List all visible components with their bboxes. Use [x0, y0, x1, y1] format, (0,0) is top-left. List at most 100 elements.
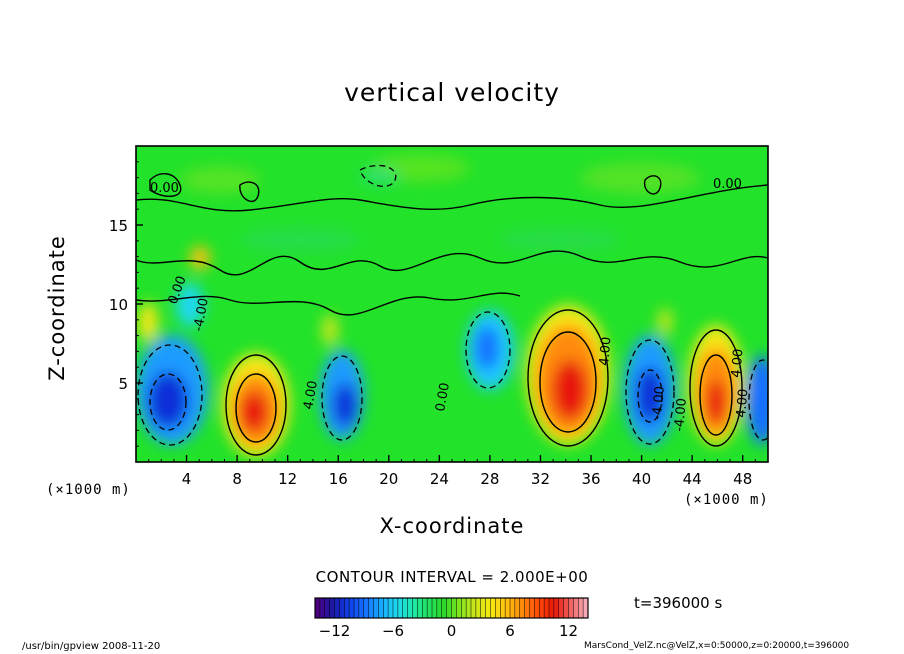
- colorbar-tick-label: −6: [382, 622, 404, 640]
- colorbar-swatch: [324, 598, 330, 618]
- colorbar-tick-label: −12: [319, 622, 351, 640]
- colorbar-swatch: [500, 598, 506, 618]
- x-tick-label: 44: [683, 470, 702, 488]
- colorbar-swatch: [505, 598, 511, 618]
- contour-label: 0.00: [433, 382, 453, 413]
- colorbar-swatch: [441, 598, 447, 618]
- colorbar-swatch: [471, 598, 477, 618]
- contour-label: -4.00: [672, 398, 690, 433]
- colorbar-swatch: [402, 598, 408, 618]
- x-unit-label-left: (×1000 m): [46, 482, 131, 498]
- colorbar-swatch: [524, 598, 530, 618]
- colorbar-swatch: [466, 598, 472, 618]
- y-tick-label: 5: [118, 375, 128, 393]
- time-label: t=396000 s: [634, 594, 723, 612]
- colorbar-swatch: [363, 598, 369, 618]
- x-tick-label: 4: [182, 470, 192, 488]
- colorbar-swatch: [422, 598, 428, 618]
- x-tick-label: 40: [632, 470, 651, 488]
- contour-label: -4.00: [191, 297, 212, 333]
- x-tick-label: 16: [329, 470, 348, 488]
- x-axis-label: X-coordinate: [379, 514, 525, 538]
- chart-title: vertical velocity: [344, 78, 560, 107]
- colorbar-swatch: [334, 598, 340, 618]
- contour-label: 0.00: [150, 181, 179, 196]
- colorbar-swatch: [475, 598, 482, 618]
- colorbar-ticks: −12 −6 0 6 12: [319, 622, 578, 640]
- colorbar-swatch: [563, 598, 569, 618]
- contour-interval: CONTOUR INTERVAL = 2.000E+00: [315, 568, 589, 586]
- colorbar-swatch: [490, 598, 496, 618]
- x-tick-label: 48: [733, 470, 752, 488]
- colorbar-swatch: [510, 598, 516, 618]
- y-tick-label: 10: [109, 296, 128, 314]
- x-tick-label: 12: [278, 470, 297, 488]
- contour-label: 0.00: [713, 177, 742, 192]
- colorbar-frame: [314, 597, 589, 619]
- colorbar-swatch: [373, 598, 379, 618]
- colorbar-swatch: [427, 598, 433, 618]
- colorbar-swatch: [383, 598, 389, 618]
- colorbar-swatch: [578, 598, 584, 618]
- contour-label: -4.00: [650, 386, 668, 421]
- colorbar-swatch: [534, 598, 540, 618]
- colorbar-swatch: [544, 598, 550, 618]
- colorbar-tick-label: 6: [505, 622, 515, 640]
- colorbar-swatch: [339, 598, 345, 618]
- colorbar-swatch: [319, 598, 326, 618]
- y-tick-label: 15: [109, 217, 128, 235]
- contour-labels: 0.00 0.00 0.00 -4.00 4.00 4.00 4.00 0.00…: [150, 177, 752, 432]
- x-tick-label: 8: [232, 470, 242, 488]
- colorbar-swatch: [412, 598, 418, 618]
- colorbar-swatch: [514, 598, 521, 618]
- colorbar-swatch: [378, 598, 384, 618]
- colorbar-swatch: [417, 598, 423, 618]
- colorbar-swatch: [432, 598, 438, 618]
- colorbar-swatch: [368, 598, 374, 618]
- colorbar-swatch: [436, 598, 443, 618]
- colorbar-swatch: [495, 598, 501, 618]
- colorbar-swatch: [451, 598, 457, 618]
- colorbar-swatch: [480, 598, 486, 618]
- contour-label: 4.00: [729, 348, 746, 378]
- colorbar-swatch: [388, 598, 394, 618]
- colorbar-swatch: [456, 598, 462, 618]
- y-axis-label: Z-coordinate: [44, 235, 69, 381]
- colorbar-swatch: [549, 598, 555, 618]
- y-axis-ticks: 5 10 15: [109, 161, 143, 447]
- contour-lines: [136, 173, 768, 456]
- colorbar-swatch: [407, 598, 413, 618]
- colorbar-swatch: [539, 598, 545, 618]
- x-tick-label: 20: [379, 470, 398, 488]
- contour-label: 4.00: [301, 380, 321, 411]
- colorbar-swatch: [461, 598, 467, 618]
- contour-label: 4.00: [734, 388, 751, 418]
- colorbar-swatch: [529, 598, 535, 618]
- colorbar-swatch: [315, 598, 321, 618]
- colorbar-swatch: [354, 598, 360, 618]
- plot-area: 0.00 0.00 0.00 -4.00 4.00 4.00 4.00 0.00…: [136, 146, 768, 462]
- contour-label: 4.00: [597, 336, 614, 366]
- footer-right: MarsCond_VelZ.nc@VelZ,x=0:50000,z=0:2000…: [584, 641, 850, 651]
- colorbar-tick-label: 12: [559, 622, 578, 640]
- x-tick-label: 28: [480, 470, 499, 488]
- colorbar-swatch: [393, 598, 399, 618]
- x-tick-label: 24: [430, 470, 449, 488]
- colorbar-swatch: [446, 598, 452, 618]
- colorbar-swatch: [397, 598, 404, 618]
- colorbar-tick-label: 0: [447, 622, 457, 640]
- colorbar: [314, 597, 589, 619]
- x-axis-ticks: 4 8 12 16 20 24 28 32 36 40 44 48: [148, 455, 756, 488]
- colorbar-swatch: [485, 598, 491, 618]
- colorbar-swatch: [568, 598, 574, 618]
- colorbar-swatch: [358, 598, 365, 618]
- colorbar-swatch: [344, 598, 350, 618]
- colorbar-swatch: [349, 598, 355, 618]
- colorbar-swatch: [329, 598, 335, 618]
- x-tick-label: 32: [531, 470, 550, 488]
- colorbar-swatch: [558, 598, 564, 618]
- colorbar-swatch: [519, 598, 525, 618]
- colorbar-swatch: [573, 598, 579, 618]
- colorbar-swatch: [583, 598, 589, 618]
